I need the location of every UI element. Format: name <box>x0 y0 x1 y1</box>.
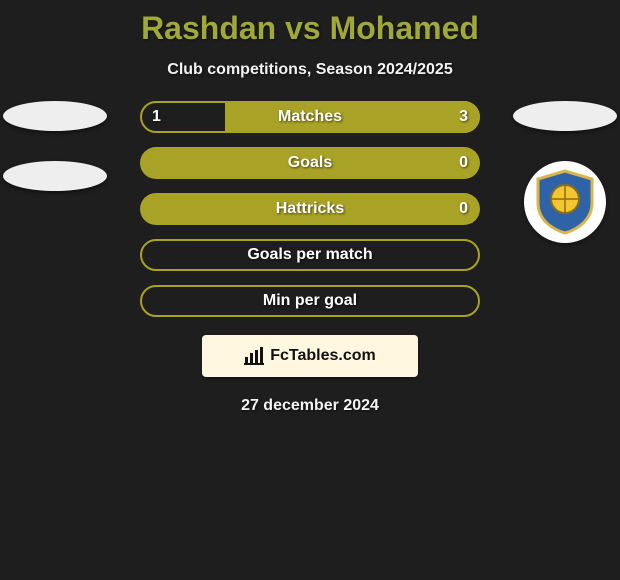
club-logo-ismaily <box>524 161 606 243</box>
stat-row: Goals per match <box>140 239 480 271</box>
stat-row: Hattricks0 <box>140 193 480 225</box>
stat-label: Hattricks <box>140 193 480 225</box>
branding-badge: FcTables.com <box>202 335 418 377</box>
stat-bars: Matches13Goals0Hattricks0Goals per match… <box>140 101 480 317</box>
page-subtitle: Club competitions, Season 2024/2025 <box>0 61 620 79</box>
page-title: Rashdan vs Mohamed <box>0 0 620 47</box>
right-player-badges <box>510 101 620 243</box>
stat-label: Min per goal <box>140 285 480 317</box>
stat-right-value: 0 <box>459 147 468 179</box>
stat-left-value: 1 <box>152 101 161 133</box>
player-placeholder <box>513 101 617 131</box>
player-placeholder <box>3 161 107 191</box>
stat-row: Matches1 3 <box>140 101 480 133</box>
stat-right-value: 0 <box>459 193 468 225</box>
left-player-badges <box>0 101 110 191</box>
stat-row: Goals0 <box>140 147 480 179</box>
stat-label: Matches <box>140 101 480 133</box>
branding-text: FcTables.com <box>270 347 376 365</box>
stat-row: Min per goal <box>140 285 480 317</box>
stat-right-value: 3 <box>459 101 468 133</box>
stat-label: Goals per match <box>140 239 480 271</box>
stat-label: Goals <box>140 147 480 179</box>
bar-chart-icon <box>244 347 264 365</box>
date-line: 27 december 2024 <box>0 397 620 415</box>
player-placeholder <box>3 101 107 131</box>
comparison-stage: Matches13Goals0Hattricks0Goals per match… <box>0 101 620 561</box>
